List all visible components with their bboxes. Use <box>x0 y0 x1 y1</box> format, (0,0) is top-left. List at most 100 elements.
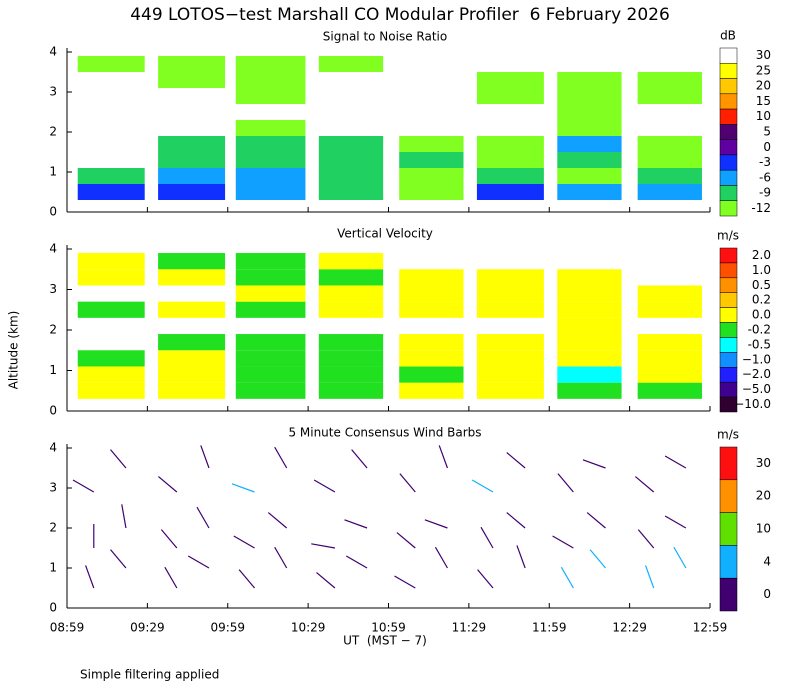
heat-cell <box>318 269 384 286</box>
colorbar-swatch <box>719 307 738 323</box>
wind-barb <box>238 569 256 589</box>
heat-cell <box>557 301 622 318</box>
y-tick-label: 3 <box>49 481 57 495</box>
heat-cell <box>557 350 622 367</box>
heat-cell <box>318 152 384 168</box>
heat-cell <box>77 382 145 399</box>
heat-cell <box>557 72 622 88</box>
wind-barb <box>664 515 687 529</box>
heat-cell <box>476 168 544 184</box>
wind-barb <box>345 555 368 569</box>
colorbar-label: 30 <box>756 48 771 62</box>
y-tick-label: 2 <box>49 323 57 337</box>
colorbar-swatch <box>719 479 738 513</box>
heat-cell <box>235 350 306 367</box>
heat-cell <box>557 382 622 399</box>
heat-cell <box>235 366 306 383</box>
colorbar-label: 4 <box>763 554 771 568</box>
colorbar-label: 0.5 <box>752 278 771 292</box>
wind-barb <box>351 449 368 469</box>
wind-barb <box>434 546 448 569</box>
colorbar-label: 30 <box>756 456 771 470</box>
heat-cell <box>557 269 622 286</box>
wind-barb <box>506 452 526 469</box>
wind-barb <box>516 545 526 569</box>
heat-cell <box>235 285 306 302</box>
heat-cell <box>557 168 622 184</box>
heat-cell <box>637 366 702 383</box>
colorbar-label: -3 <box>759 155 771 169</box>
heat-cell <box>557 334 622 351</box>
colorbar-label: -9 <box>759 186 771 200</box>
x-tick-label: 12:59 <box>693 621 728 635</box>
heat-cell <box>235 136 306 152</box>
colorbar-label: -0.5 <box>748 337 771 351</box>
heat-cell <box>557 152 622 168</box>
colorbar-swatch <box>719 108 738 125</box>
heat-cell <box>476 72 544 88</box>
heat-cell <box>318 382 384 399</box>
wind-barb <box>582 459 606 469</box>
wind-barb <box>200 445 210 469</box>
heat-cell <box>318 350 384 367</box>
heat-cell <box>318 301 384 318</box>
colorbar-label: −2.0 <box>742 367 771 381</box>
heat-cell <box>399 366 464 383</box>
heat-cell <box>77 366 145 383</box>
heat-cell <box>637 72 702 88</box>
colorbar-label: 2.0 <box>752 248 771 262</box>
wind-barb <box>110 449 127 469</box>
wind-barb <box>164 566 178 589</box>
colorbar-swatch <box>719 93 738 110</box>
heat-cell <box>637 334 702 351</box>
wind-barb <box>396 532 416 549</box>
wind-barb <box>158 476 178 493</box>
heat-cell <box>637 136 702 152</box>
colorbar-label: 25 <box>756 63 771 77</box>
colorbar-label: −10.0 <box>734 397 771 411</box>
colorbar-label: 5 <box>763 125 771 139</box>
heat-cell <box>235 152 306 168</box>
heat-cell <box>476 184 544 200</box>
heat-cell <box>637 168 702 184</box>
colorbar-swatch <box>719 139 738 156</box>
wind-barb <box>399 473 416 493</box>
heat-cell <box>158 184 226 200</box>
y-axis-label: Altitude (km) <box>7 311 21 390</box>
colorbar-label: -0.2 <box>748 323 771 337</box>
heat-cell <box>318 285 384 302</box>
heat-cell <box>77 253 145 270</box>
x-tick-label: 11:29 <box>452 621 487 635</box>
wind-barb <box>438 445 449 469</box>
colorbar-label: −1.0 <box>742 352 771 366</box>
colorbar-label: 15 <box>756 94 771 108</box>
wind-barb <box>471 479 494 493</box>
wind-barb <box>394 575 416 589</box>
wind-barb <box>267 512 288 529</box>
heat-cell <box>158 334 226 351</box>
wind-barb <box>477 569 494 589</box>
heat-cell <box>399 168 464 184</box>
heat-cell <box>235 168 306 184</box>
heat-cell <box>318 366 384 383</box>
colorbar-label: 10 <box>756 522 771 536</box>
heat-cell <box>557 317 622 335</box>
y-tick-label: 4 <box>49 242 57 256</box>
heat-cell <box>158 366 226 383</box>
heat-cell <box>158 269 226 286</box>
colorbar-swatch <box>719 247 738 264</box>
x-tick-label: 10:59 <box>371 621 406 635</box>
colorbar-swatch <box>719 124 738 140</box>
heat-cell <box>77 168 145 184</box>
heat-cell <box>557 136 622 152</box>
x-tick-label: 09:29 <box>130 621 165 635</box>
heat-cell <box>158 136 226 152</box>
wind-barb <box>560 566 574 589</box>
panel-title: 5 Minute Consensus Wind Barbs <box>288 426 481 440</box>
wind-barb <box>121 504 127 529</box>
heat-cell <box>235 120 306 136</box>
heat-cell <box>318 334 384 351</box>
wind-barb <box>552 535 574 549</box>
heat-cell <box>637 285 702 302</box>
wind-barb <box>586 512 606 529</box>
